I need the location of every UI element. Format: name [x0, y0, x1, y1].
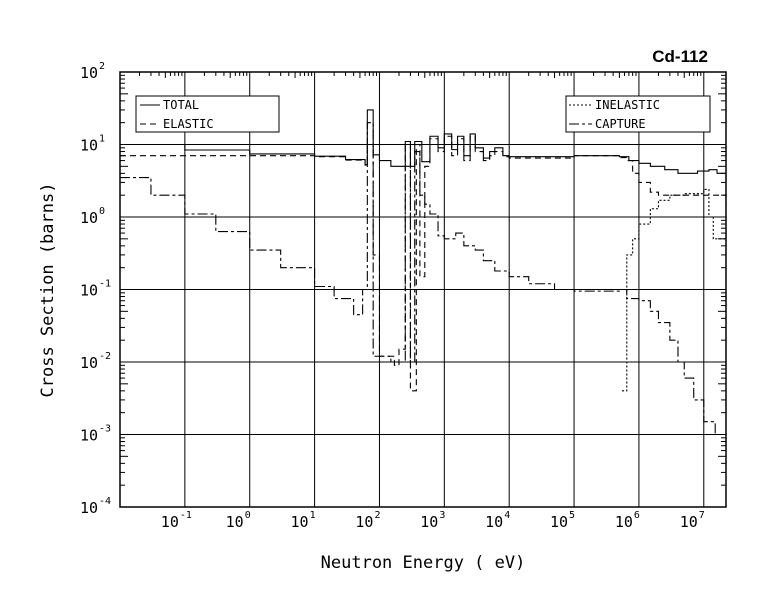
y-tick-exponent: -4 — [99, 496, 111, 507]
x-tick-label: 10 — [485, 513, 503, 531]
series-elastic — [120, 135, 727, 392]
y-tick-exponent: -1 — [99, 279, 111, 290]
x-axis-label: Neutron Energy ( eV) — [321, 553, 526, 573]
x-tick-label: 10 — [680, 513, 698, 531]
y-tick-label: 10 — [80, 282, 98, 300]
curves — [120, 109, 727, 436]
y-tick-exponent: 1 — [99, 134, 105, 145]
x-tick-label: 10 — [355, 513, 373, 531]
series-total — [120, 109, 727, 180]
x-tick-exponent: 6 — [634, 510, 640, 521]
y-tick-exponent: -3 — [99, 424, 111, 435]
y-tick-exponent: -2 — [99, 351, 111, 362]
series-capture — [120, 122, 726, 436]
x-tick-label: 10 — [291, 513, 309, 531]
x-tick-label: 10 — [226, 513, 244, 531]
legend-inelastic: INELASTIC — [595, 98, 660, 112]
y-tick-label: 10 — [80, 499, 98, 517]
y-tick-exponent: 0 — [99, 206, 105, 217]
x-tick-label: 10 — [615, 513, 633, 531]
legend-left: TOTAL ELASTIC — [135, 95, 280, 133]
y-tick-label: 10 — [80, 137, 98, 155]
x-tick-exponent: 7 — [699, 510, 705, 521]
legend-right: INELASTIC CAPTURE — [565, 95, 711, 133]
legend-elastic: ELASTIC — [163, 117, 214, 131]
legend-capture: CAPTURE — [595, 117, 646, 131]
x-tick-exponent: 1 — [310, 510, 316, 521]
x-tick-labels: 10 -1 10 0 10 1 10 2 10 3 10 4 10 5 10 6 10 7 — [161, 510, 705, 531]
x-tick-label: 10 — [550, 513, 568, 531]
y-tick-label: 10 — [80, 209, 98, 227]
y-tick-exponent: 2 — [99, 61, 105, 72]
x-tick-label: 10 — [161, 513, 179, 531]
x-tick-label: 10 — [420, 513, 438, 531]
y-tick-label: 10 — [80, 64, 98, 82]
series-inelastic — [622, 188, 727, 392]
y-axis-label: Cross Section (barns) — [38, 183, 58, 398]
x-tick-exponent: 0 — [245, 510, 251, 521]
y-tick-label: 10 — [80, 354, 98, 372]
plot-frame — [119, 71, 727, 508]
x-tick-exponent: 4 — [504, 510, 510, 521]
x-tick-exponent: 3 — [439, 510, 445, 521]
x-tick-exponent: 5 — [569, 510, 575, 521]
chart-title: Cd-112 — [652, 47, 708, 66]
x-tick-exponent: 2 — [374, 510, 380, 521]
y-tick-label: 10 — [80, 427, 98, 445]
grid — [120, 72, 726, 507]
legend-total: TOTAL — [163, 98, 199, 112]
x-tick-exponent: -1 — [180, 510, 192, 521]
